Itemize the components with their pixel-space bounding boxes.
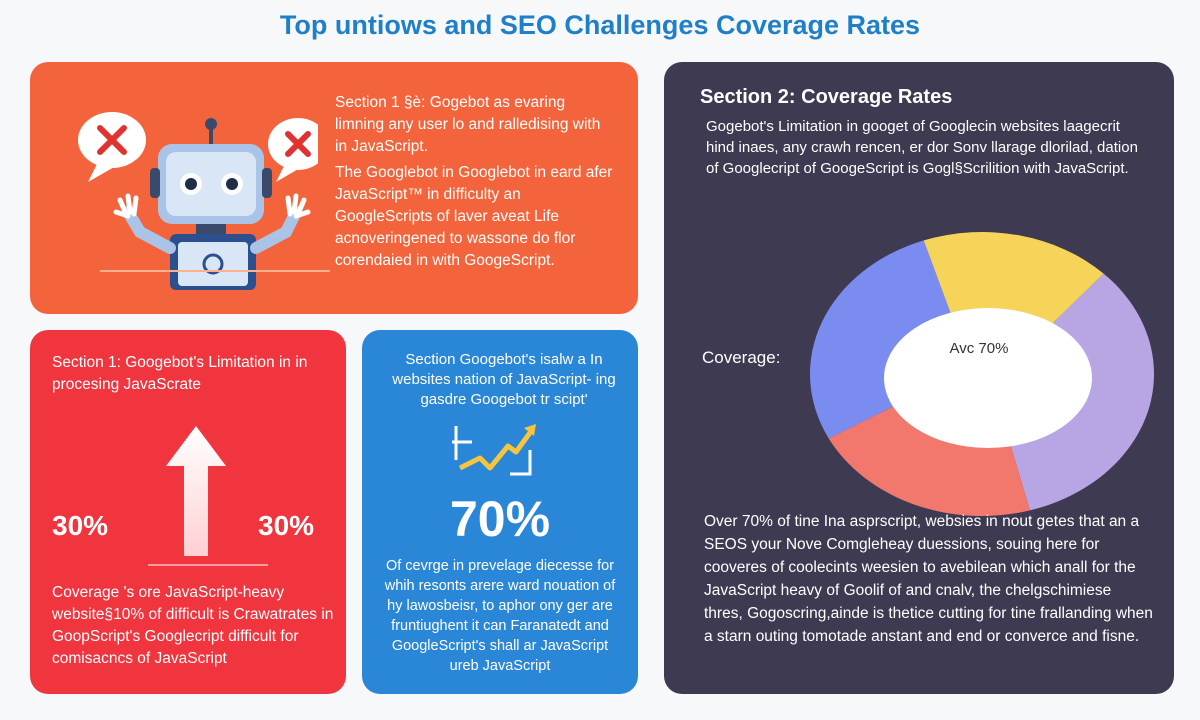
donut-chart: [810, 232, 1154, 516]
donut-slice-2: [923, 232, 1104, 331]
coverage-label: Coverage:: [702, 348, 781, 367]
percentage-value: 70%: [449, 491, 551, 547]
divider: [148, 564, 268, 566]
up-arrow-icon: [166, 426, 226, 556]
donut-slice-4: [828, 402, 1030, 516]
percentage-left: 30%: [52, 510, 109, 541]
percentage-right: 30%: [258, 510, 315, 541]
page-title: Top untiows and SEO Challenges Coverage …: [279, 10, 921, 40]
section-intro: Gogebot's Limitation in googet of Google…: [706, 118, 1138, 177]
robot-icon: [78, 112, 318, 290]
divider: [100, 270, 330, 272]
donut-hole: [884, 308, 1092, 448]
section-heading: Section 2: Coverage Rates: [700, 86, 953, 108]
section-card-dark: Section 2: Coverage Rates Gogebot's Limi…: [664, 62, 1174, 694]
section-card-orange: Section 1 §è: Gogebot as evaring limning…: [30, 62, 638, 314]
x-mark-icon: [97, 125, 127, 155]
section-heading: Section Googebot's isalw a In websites n…: [392, 351, 616, 408]
section-card-blue: Section Googebot's isalw a In websites n…: [362, 330, 638, 694]
section-body: The Googlebot in Googlebot in eard afer …: [335, 164, 613, 269]
section-card-red: Section 1: Googebot's Limitation in in p…: [30, 330, 346, 694]
section-body: Over 70% of tine Ina asprscript, websies…: [704, 513, 1153, 645]
donut-slice-1: [810, 240, 952, 439]
section-body: Of cevrge in prevelage diecesse for whih…: [384, 558, 616, 674]
section-heading: Section 1 §è: Gogebot as evaring limning…: [335, 94, 601, 155]
section-body: Coverage 's ore JavaScript-heavy website…: [52, 584, 334, 667]
section-heading: Section 1: Googebot's Limitation in in p…: [52, 354, 308, 393]
donut-center-label: Avc 70%: [949, 340, 1009, 357]
trend-line-icon: [452, 424, 536, 476]
